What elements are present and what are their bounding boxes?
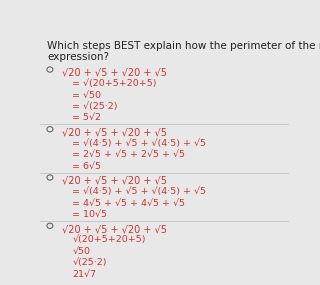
Text: √20 + √5 + √20 + √5: √20 + √5 + √20 + √5: [62, 68, 167, 78]
Text: = √(20+5+20+5): = √(20+5+20+5): [72, 79, 157, 88]
Text: √20 + √5 + √20 + √5: √20 + √5 + √20 + √5: [62, 127, 167, 137]
Text: = 6√5: = 6√5: [72, 162, 101, 171]
Text: Which steps BEST explain how the perimeter of the rectangle can be expressed as : Which steps BEST explain how the perimet…: [47, 41, 320, 62]
Text: = √50: = √50: [72, 91, 101, 99]
Text: √20 + √5 + √20 + √5: √20 + √5 + √20 + √5: [62, 176, 167, 186]
Text: √50: √50: [72, 247, 90, 256]
Text: = √(25·2): = √(25·2): [72, 102, 118, 111]
Text: = 10√5: = 10√5: [72, 210, 107, 219]
Text: 21√7: 21√7: [72, 270, 96, 279]
Text: = 4√5 + √5 + 4√5 + √5: = 4√5 + √5 + 4√5 + √5: [72, 199, 185, 207]
Text: √20 + √5 + √20 + √5: √20 + √5 + √20 + √5: [62, 224, 167, 234]
Text: = √(4·5) + √5 + √(4·5) + √5: = √(4·5) + √5 + √(4·5) + √5: [72, 187, 206, 196]
Text: √(25·2): √(25·2): [72, 258, 107, 267]
Text: = 2√5 + √5 + 2√5 + √5: = 2√5 + √5 + 2√5 + √5: [72, 150, 185, 159]
Text: √(20+5+20+5): √(20+5+20+5): [72, 235, 146, 245]
Text: = 5√2: = 5√2: [72, 113, 101, 123]
Text: = √(4·5) + √5 + √(4·5) + √5: = √(4·5) + √5 + √(4·5) + √5: [72, 139, 206, 148]
